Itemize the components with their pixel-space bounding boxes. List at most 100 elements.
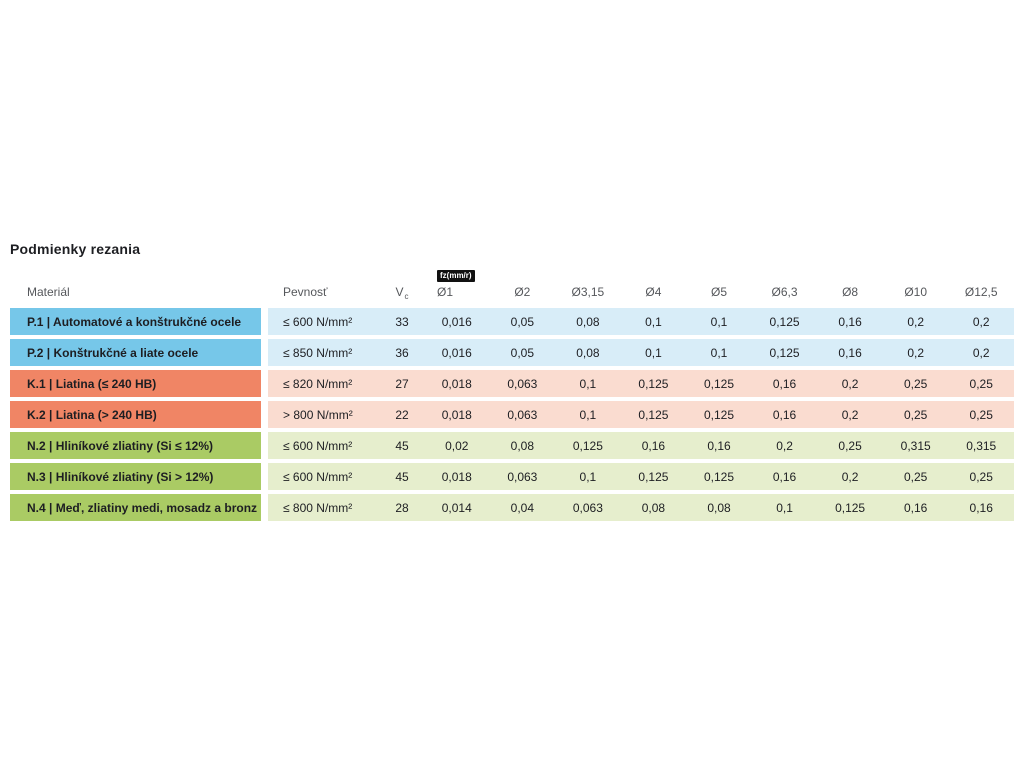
feed-value: 0,016: [424, 308, 490, 335]
feed-value: 0,1: [555, 370, 621, 397]
feed-value: 0,1: [555, 401, 621, 428]
column-header-diameter-9: Ø12,5: [964, 285, 998, 299]
feed-value: 0,2: [948, 308, 1014, 335]
feed-value: 0,08: [489, 432, 556, 459]
feed-value: 0,16: [751, 370, 818, 397]
cutting-speed-value: 36: [380, 339, 424, 366]
feed-value: 0,2: [751, 432, 818, 459]
material-label: N.3 | Hliníkové zliatiny (Si > 12%): [10, 463, 268, 490]
table-row: N.2 | Hliníkové zliatiny (Si ≤ 12%) ≤ 60…: [10, 432, 1014, 459]
feed-value: 0,08: [686, 494, 752, 521]
cutting-conditions-section: Podmienky rezania Materiál Pevnosť Vc fz…: [10, 241, 1014, 525]
feed-value: 0,16: [882, 494, 949, 521]
fz-unit-badge: fz(mm/r): [437, 270, 475, 282]
feed-value: 0,125: [686, 401, 752, 428]
feed-value: 0,02: [424, 432, 490, 459]
column-header-diameter-5: Ø5: [710, 285, 727, 299]
feed-value: 0,16: [620, 432, 687, 459]
table-row: N.4 | Meď, zliatiny medi, mosadz a bronz…: [10, 494, 1014, 521]
strength-value: ≤ 600 N/mm²: [268, 432, 380, 459]
feed-value: 0,25: [882, 463, 949, 490]
feed-value: 0,05: [489, 308, 556, 335]
feed-value: 0,08: [555, 339, 621, 366]
table-body: P.1 | Automatové a konštrukčné ocele ≤ 6…: [10, 308, 1014, 521]
feed-value: 0,063: [555, 494, 621, 521]
feed-value: 0,125: [555, 432, 621, 459]
material-label: N.4 | Meď, zliatiny medi, mosadz a bronz: [10, 494, 268, 521]
feed-value: 0,063: [489, 463, 556, 490]
column-header-strength: Pevnosť: [283, 285, 328, 299]
column-header-diameter-3: Ø3,15: [571, 285, 605, 299]
feed-value: 0,315: [948, 432, 1014, 459]
table-row: K.1 | Liatina (≤ 240 HB) ≤ 820 N/mm² 27 …: [10, 370, 1014, 397]
feed-value: 0,063: [489, 401, 556, 428]
feed-value: 0,125: [817, 494, 883, 521]
feed-value: 0,1: [555, 463, 621, 490]
strength-value: > 800 N/mm²: [268, 401, 380, 428]
column-header-diameter-7: Ø8: [842, 285, 859, 299]
material-label: P.1 | Automatové a konštrukčné ocele: [10, 308, 268, 335]
column-header-diameter-8: Ø10: [904, 285, 927, 299]
feed-value: 0,125: [686, 370, 752, 397]
cutting-speed-value: 45: [380, 432, 424, 459]
strength-value: ≤ 820 N/mm²: [268, 370, 380, 397]
strength-value: ≤ 850 N/mm²: [268, 339, 380, 366]
feed-value: 0,16: [948, 494, 1014, 521]
feed-value: 0,25: [948, 401, 1014, 428]
feed-value: 0,125: [620, 401, 687, 428]
feed-value: 0,04: [489, 494, 556, 521]
material-label: K.2 | Liatina (> 240 HB): [10, 401, 268, 428]
feed-value: 0,125: [686, 463, 752, 490]
feed-value: 0,014: [424, 494, 490, 521]
cutting-speed-value: 22: [380, 401, 424, 428]
feed-value: 0,2: [817, 370, 883, 397]
feed-value: 0,1: [686, 339, 752, 366]
table-row: P.1 | Automatové a konštrukčné ocele ≤ 6…: [10, 308, 1014, 335]
feed-value: 0,016: [424, 339, 490, 366]
feed-value: 0,16: [751, 463, 818, 490]
table-row: N.3 | Hliníkové zliatiny (Si > 12%) ≤ 60…: [10, 463, 1014, 490]
feed-value: 0,1: [686, 308, 752, 335]
feed-value: 0,05: [489, 339, 556, 366]
feed-value: 0,018: [424, 370, 490, 397]
material-label: N.2 | Hliníkové zliatiny (Si ≤ 12%): [10, 432, 268, 459]
table-header-row: Materiál Pevnosť Vc fz(mm/r) Ø1 Ø2 Ø3,15…: [10, 257, 1014, 308]
cutting-speed-value: 33: [380, 308, 424, 335]
vc-subscript: c: [404, 292, 409, 301]
cutting-speed-value: 27: [380, 370, 424, 397]
material-label: K.1 | Liatina (≤ 240 HB): [10, 370, 268, 397]
material-label: P.2 | Konštrukčné a liate ocele: [10, 339, 268, 366]
vc-symbol: V: [395, 285, 404, 299]
feed-value: 0,2: [817, 463, 883, 490]
feed-value: 0,2: [882, 339, 949, 366]
table-row: K.2 | Liatina (> 240 HB) > 800 N/mm² 22 …: [10, 401, 1014, 428]
diameter-header-label: Ø1: [437, 285, 454, 299]
feed-value: 0,25: [948, 463, 1014, 490]
strength-value: ≤ 800 N/mm²: [268, 494, 380, 521]
feed-value: 0,125: [751, 308, 818, 335]
feed-value: 0,25: [882, 401, 949, 428]
column-header-diameter-4: Ø4: [645, 285, 662, 299]
column-header-material: Materiál: [27, 285, 70, 299]
feed-value: 0,2: [817, 401, 883, 428]
feed-value: 0,1: [620, 339, 687, 366]
feed-value: 0,063: [489, 370, 556, 397]
feed-value: 0,16: [686, 432, 752, 459]
feed-value: 0,1: [620, 308, 687, 335]
feed-value: 0,25: [948, 370, 1014, 397]
column-header-diameter-6: Ø6,3: [771, 285, 798, 299]
feed-value: 0,08: [555, 308, 621, 335]
strength-value: ≤ 600 N/mm²: [268, 463, 380, 490]
feed-value: 0,1: [751, 494, 818, 521]
column-header-diameter-1: fz(mm/r) Ø1: [424, 270, 490, 308]
feed-value: 0,16: [751, 401, 818, 428]
column-header-cutting-speed: Vc: [380, 285, 424, 308]
feed-value: 0,2: [948, 339, 1014, 366]
feed-value: 0,018: [424, 401, 490, 428]
feed-value: 0,125: [751, 339, 818, 366]
table-row: P.2 | Konštrukčné a liate ocele ≤ 850 N/…: [10, 339, 1014, 366]
feed-value: 0,08: [620, 494, 687, 521]
feed-value: 0,2: [882, 308, 949, 335]
feed-value: 0,018: [424, 463, 490, 490]
feed-value: 0,16: [817, 308, 883, 335]
